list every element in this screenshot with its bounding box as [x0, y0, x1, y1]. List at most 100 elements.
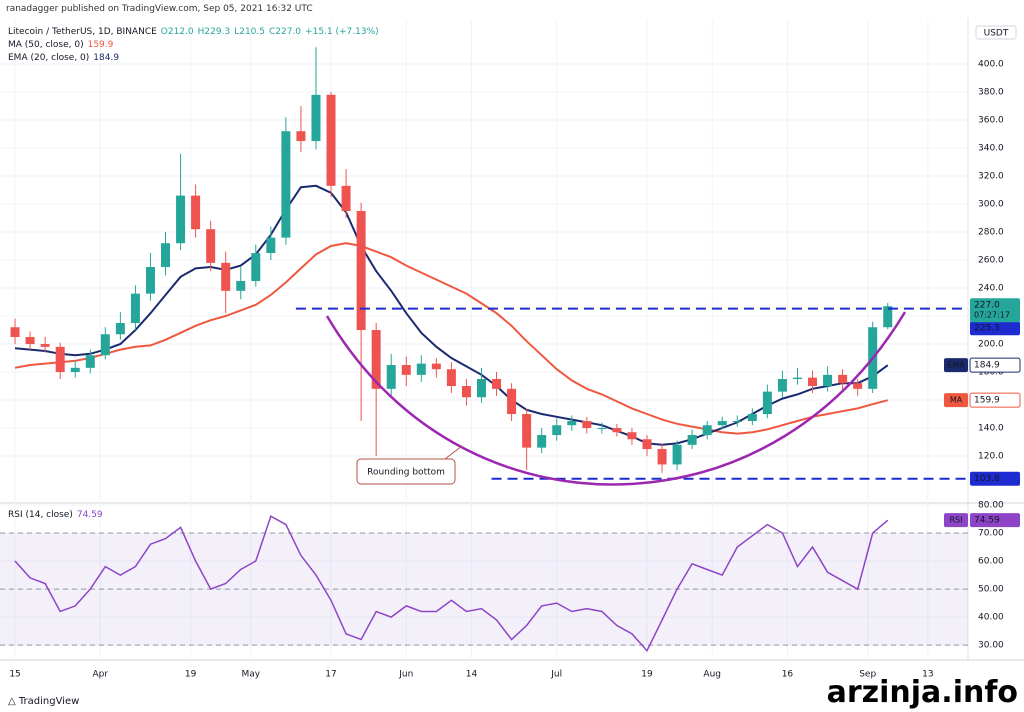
candle-body: [567, 421, 577, 426]
candle-body: [281, 131, 291, 238]
candle-body: [401, 365, 411, 375]
candle-body: [762, 391, 772, 415]
y-tick-label: 30.00: [978, 641, 1004, 651]
publisher: ranadagger published on TradingView.com,…: [6, 4, 313, 14]
annotation: Rounding bottom: [367, 468, 445, 478]
candle-body: [552, 425, 562, 436]
candle-body: [25, 337, 35, 345]
legend-value: 159.9: [87, 40, 114, 50]
currency: USDT: [984, 29, 1009, 39]
series-value: 159.9: [974, 396, 1000, 406]
legend-title: Litecoin / TetherUS, 1D, BINANCE: [8, 27, 157, 37]
series-value-box: [969, 392, 1021, 408]
x-tick-label: 15: [9, 670, 20, 680]
candle-body: [476, 379, 486, 398]
legend-name: MA (50, close, 0): [8, 40, 84, 50]
x-tick-label: 16: [782, 670, 794, 680]
candle-body: [461, 386, 471, 398]
candle-body: [296, 131, 306, 142]
legend-value: 74.59: [76, 510, 103, 520]
y-tick-label: 380.0: [978, 88, 1004, 98]
x-tick-label: Aug: [703, 670, 721, 680]
series-tag: EMA: [947, 361, 965, 370]
legend-value: C227.0: [268, 27, 302, 37]
y-tick-label: 140.0: [978, 424, 1004, 434]
candle-body: [341, 185, 351, 212]
candle-body: [70, 367, 80, 373]
x-tick-label: 19: [641, 670, 653, 680]
grid: [0, 20, 968, 658]
y-tick-label: 280.0: [978, 228, 1004, 238]
logo-text: TradingView: [18, 696, 80, 707]
series-tag: RSI: [950, 516, 963, 525]
rounding-curve: [325, 311, 907, 486]
candle-body: [311, 94, 321, 142]
candle-body: [808, 377, 818, 387]
series-tag-box: [944, 393, 968, 408]
y-tick-label: 260.0: [978, 256, 1004, 266]
x-tick-label: Jul: [550, 670, 562, 680]
series-tag-box: [944, 513, 968, 528]
candle-body: [717, 421, 727, 426]
y-tick-label: 360.0: [978, 116, 1004, 126]
candle-body: [853, 383, 863, 389]
series-value-box: [969, 357, 1021, 373]
candle-body: [145, 267, 155, 294]
candle-body: [251, 253, 261, 282]
y-tick-label: 50.00: [978, 585, 1004, 595]
candle-body: [386, 365, 396, 389]
x-tick-label: 13: [922, 670, 933, 680]
y-tick-label: 240.0: [978, 284, 1004, 294]
candle-body: [130, 293, 140, 324]
y-tick-label: 400.0: [978, 60, 1004, 70]
candle-body: [732, 421, 742, 423]
currency-box: [975, 25, 1017, 40]
annotation-pointer: [444, 445, 463, 460]
candle-body: [612, 428, 622, 433]
x-tick-label: 19: [185, 670, 197, 680]
candle-body: [85, 355, 95, 368]
legend-value: L210.5: [234, 27, 265, 37]
x-tick-label: 14: [466, 670, 478, 680]
countdown: 07:27:17: [974, 311, 1010, 320]
x-tick-label: Jun: [398, 670, 413, 680]
candle-body: [176, 195, 186, 244]
candle-body: [206, 229, 216, 263]
y-tick-label: 80.00: [978, 501, 1004, 511]
logo: △ TradingView: [8, 696, 80, 707]
legend-title: RSI (14, close): [8, 510, 73, 520]
legend-value: +15.1 (+7.13%): [305, 27, 379, 37]
candle-body: [537, 435, 547, 448]
price-legend: Litecoin / TetherUS, 1D, BINANCE O212.0 H2…: [8, 27, 383, 37]
candle-body: [115, 323, 125, 335]
candle-body: [582, 421, 592, 429]
price-tag: [970, 513, 1020, 528]
candle-body: [747, 414, 757, 422]
candle-body: [522, 414, 532, 448]
candle-body: [10, 327, 20, 338]
legend-value: 184.9: [93, 53, 120, 63]
y-tick-label: 340.0: [978, 144, 1004, 154]
candle-body: [100, 334, 110, 356]
candle-body: [446, 369, 456, 387]
candle-body: [642, 439, 652, 450]
legend-value: O212.0: [160, 27, 194, 37]
price-tag: [970, 321, 1020, 336]
candle-body: [326, 94, 336, 186]
candle-body: [266, 237, 276, 254]
rsi-legend: RSI (14, close) 74.59: [8, 510, 107, 520]
candle-body: [838, 374, 848, 384]
candle-body: [792, 377, 802, 380]
x-tick-label: 17: [325, 670, 336, 680]
candle-body: [702, 425, 712, 436]
candle-body: [371, 330, 381, 389]
y-tick-label: 320.0: [978, 172, 1004, 182]
indicator-line: [14, 242, 889, 435]
candle-body: [161, 243, 171, 268]
last-price-label: 227.0: [974, 301, 1000, 311]
y-tick-label: 120.0: [978, 452, 1004, 462]
y-tick-label: 200.0: [978, 340, 1004, 350]
